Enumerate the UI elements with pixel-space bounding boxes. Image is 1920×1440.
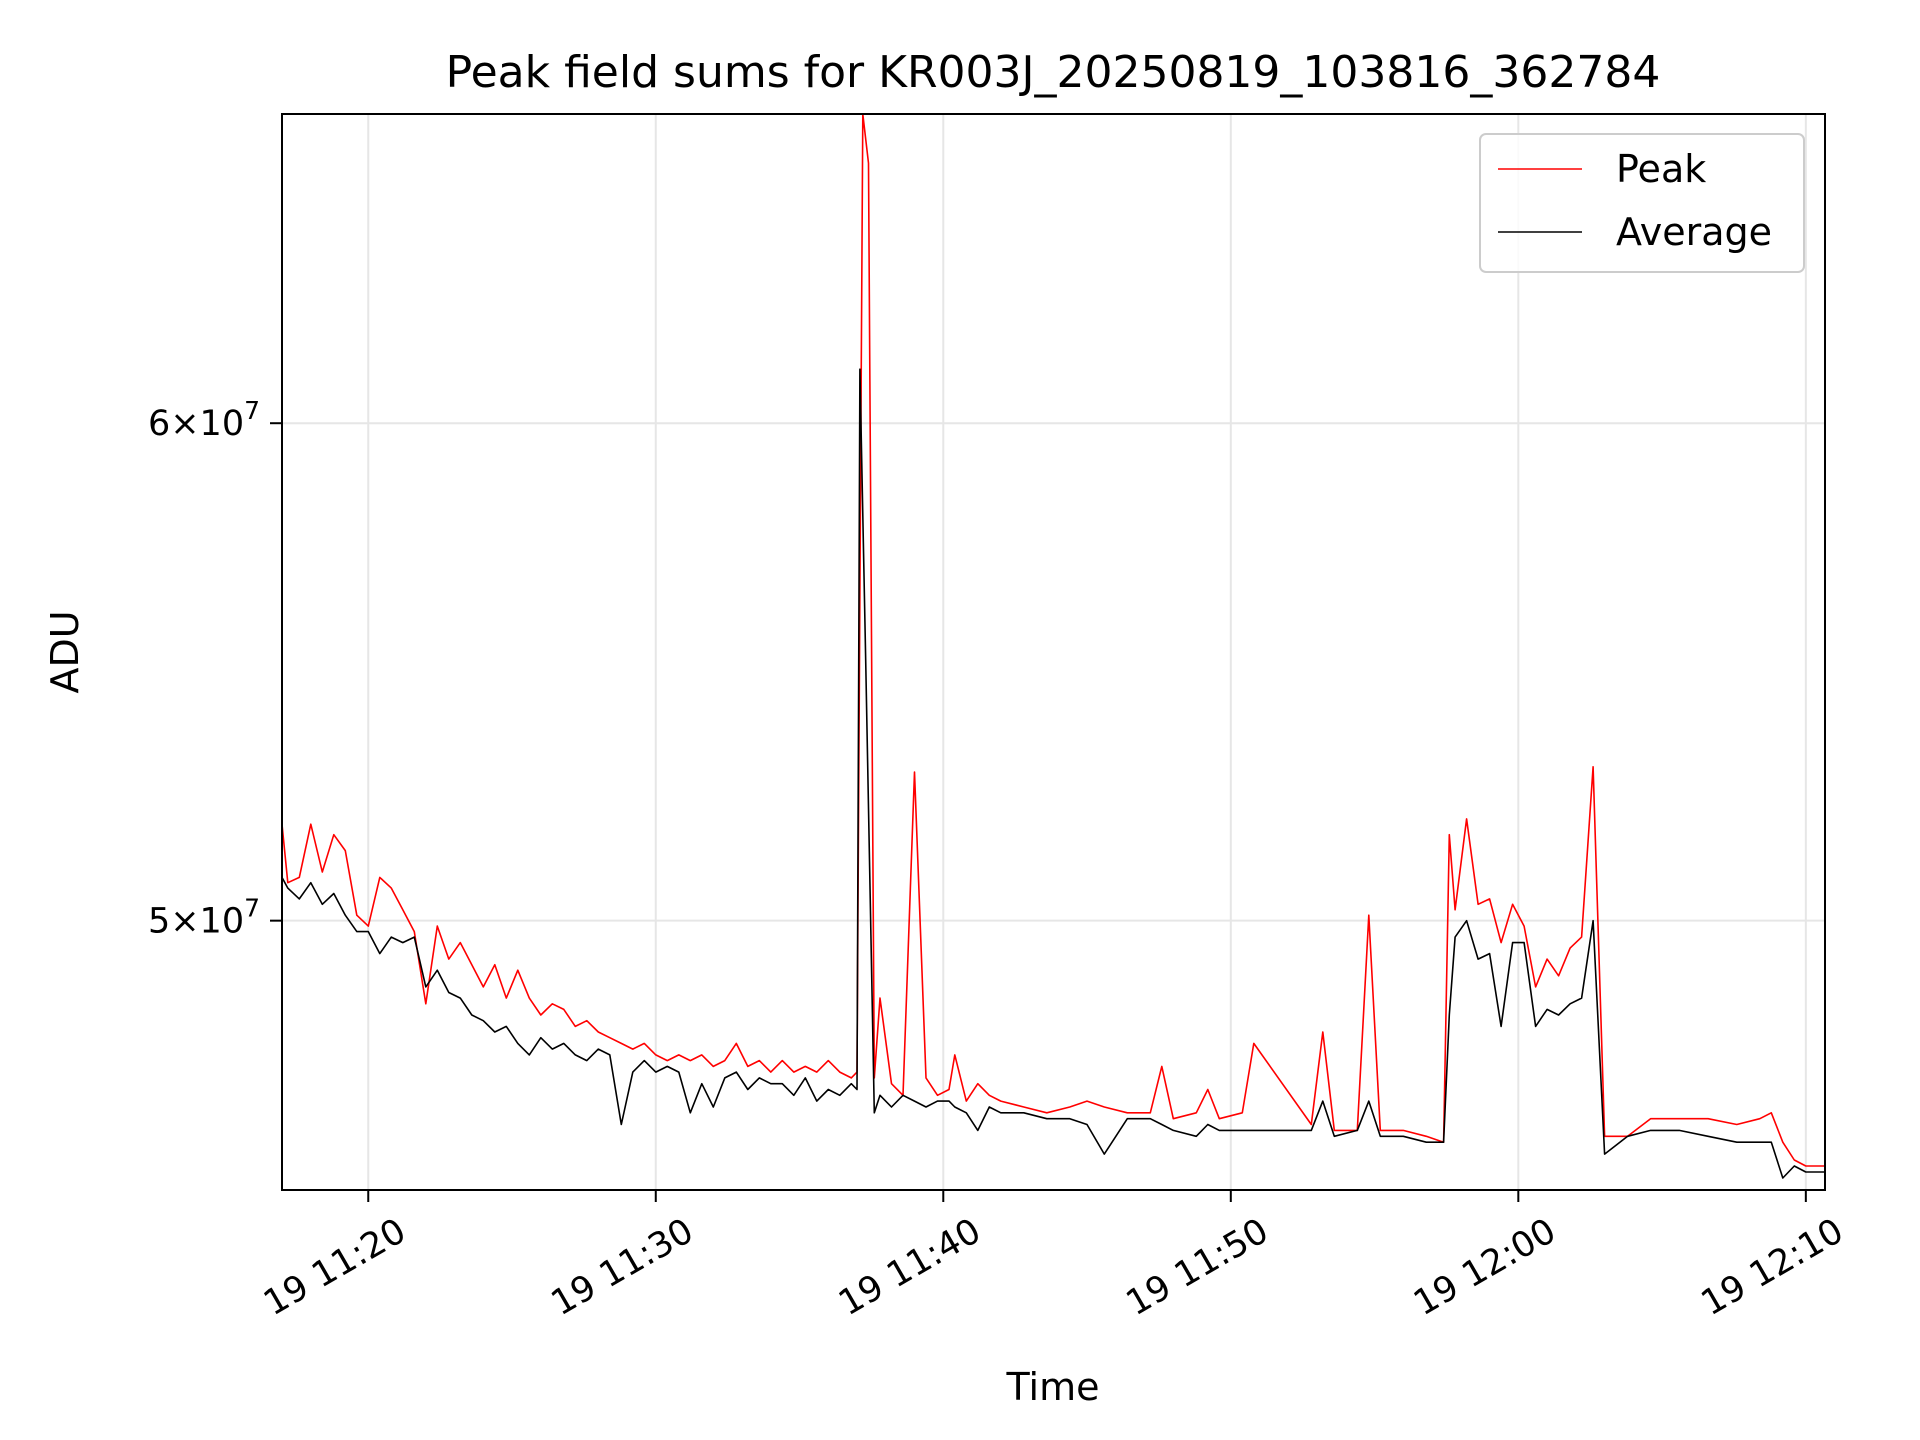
y-tick-times: ×10	[170, 902, 244, 942]
y-tick-exponent: 7	[244, 894, 260, 923]
y-tick-label: 5×107	[148, 894, 260, 942]
legend-label-average: Average	[1616, 210, 1772, 254]
y-axis-label: ADU	[43, 610, 87, 693]
y-tick-mantissa: 6	[148, 404, 170, 444]
y-tick-label: 6×107	[148, 396, 260, 444]
legend-label-peak: Peak	[1616, 147, 1706, 191]
legend: Peak Average	[1480, 134, 1804, 272]
chart-figure: Peak field sums for KR003J_20250819_1038…	[0, 0, 1920, 1440]
y-tick-times: ×10	[170, 404, 244, 444]
chart-title: Peak field sums for KR003J_20250819_1038…	[446, 47, 1661, 98]
x-axis-label: Time	[1006, 1365, 1100, 1409]
y-tick-mantissa: 5	[148, 902, 170, 942]
y-tick-exponent: 7	[244, 396, 260, 425]
